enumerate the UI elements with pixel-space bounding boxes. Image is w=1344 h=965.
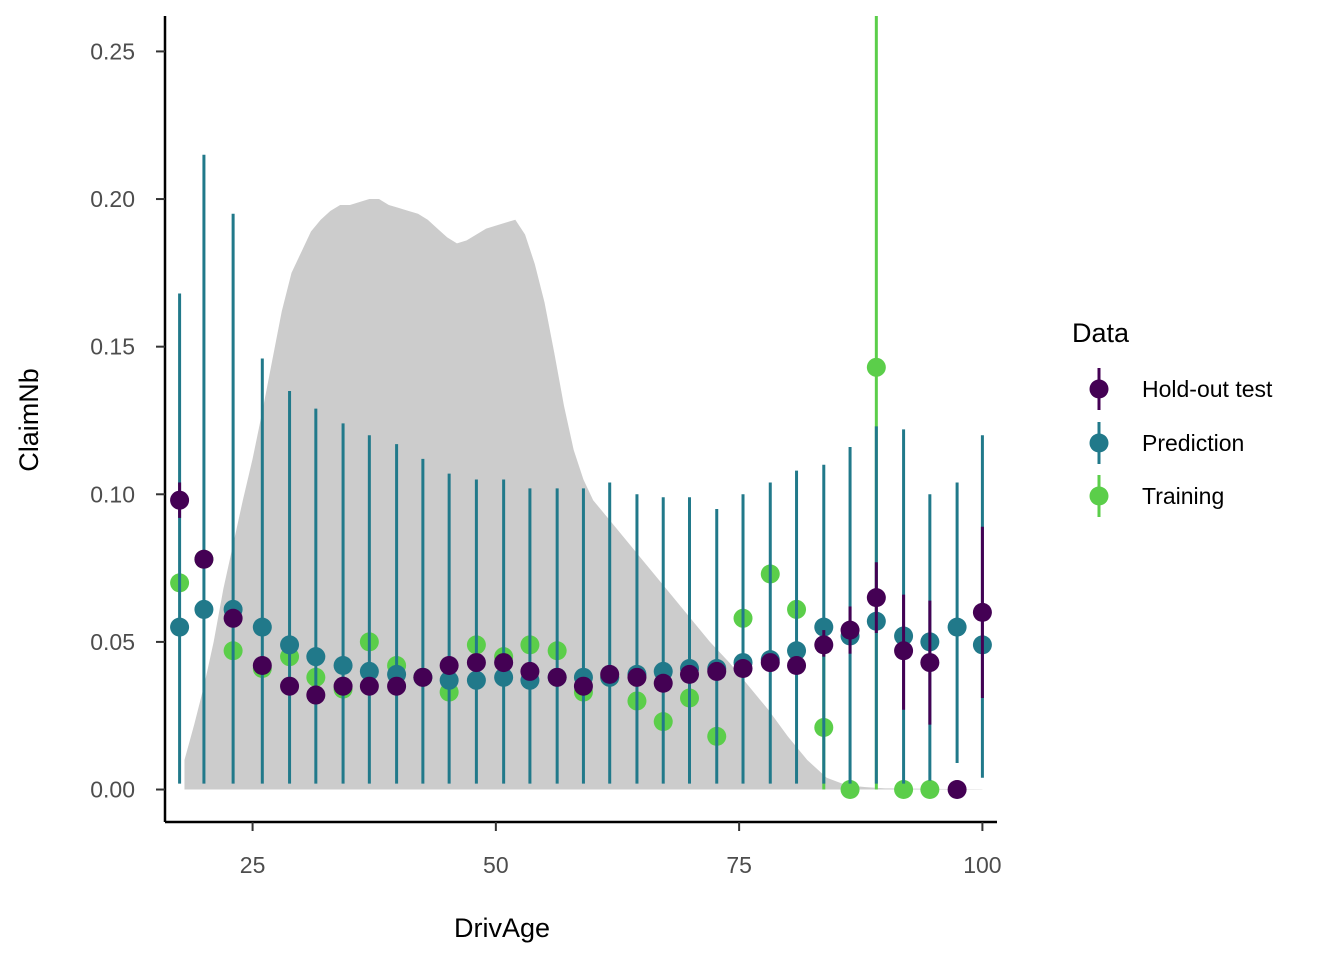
point-hold-out-test bbox=[223, 608, 243, 628]
point-hold-out-test bbox=[387, 676, 407, 696]
point-hold-out-test bbox=[707, 661, 727, 681]
point-hold-out-test bbox=[627, 667, 647, 687]
point-hold-out-test bbox=[814, 635, 834, 655]
point-prediction bbox=[787, 641, 807, 661]
point-training bbox=[840, 780, 860, 800]
legend-key-point-prediction bbox=[1089, 433, 1109, 453]
x-tick-label: 100 bbox=[963, 852, 1001, 878]
x-axis-title: DrivAge bbox=[454, 913, 550, 943]
point-prediction bbox=[306, 647, 326, 667]
point-hold-out-test bbox=[733, 658, 753, 678]
point-hold-out-test bbox=[653, 673, 673, 693]
legend-title: Data bbox=[1072, 318, 1130, 348]
point-training bbox=[894, 780, 914, 800]
point-hold-out-test bbox=[466, 653, 486, 673]
legend-label-training: Training bbox=[1142, 483, 1224, 509]
series-hold-out-test bbox=[170, 482, 992, 800]
y-tick-label: 0.15 bbox=[90, 334, 135, 360]
point-hold-out-test bbox=[972, 602, 992, 622]
point-hold-out-test bbox=[333, 676, 353, 696]
point-hold-out-test bbox=[252, 656, 272, 676]
y-tick-label: 0.10 bbox=[90, 481, 135, 507]
legend-key-point-hold-out-test bbox=[1089, 379, 1109, 399]
point-hold-out-test bbox=[547, 667, 567, 687]
point-hold-out-test bbox=[840, 620, 860, 640]
legend-label-hold-out-test: Hold-out test bbox=[1142, 376, 1273, 402]
point-hold-out-test bbox=[920, 653, 940, 673]
legend-key-point-training bbox=[1089, 486, 1109, 506]
point-hold-out-test bbox=[760, 653, 780, 673]
point-hold-out-test bbox=[787, 656, 807, 676]
point-prediction bbox=[947, 617, 967, 637]
y-tick-label: 0.20 bbox=[90, 186, 135, 212]
legend-label-prediction: Prediction bbox=[1142, 430, 1244, 456]
y-tick-label: 0.05 bbox=[90, 629, 135, 655]
point-hold-out-test bbox=[280, 676, 300, 696]
point-hold-out-test bbox=[194, 549, 214, 569]
point-hold-out-test bbox=[600, 664, 620, 684]
x-tick-label: 50 bbox=[483, 852, 509, 878]
point-hold-out-test bbox=[359, 676, 379, 696]
point-hold-out-test bbox=[573, 676, 593, 696]
series-layer bbox=[170, 16, 992, 800]
y-axis-title: ClaimNb bbox=[14, 368, 44, 472]
point-prediction bbox=[333, 656, 353, 676]
point-hold-out-test bbox=[894, 641, 914, 661]
point-training bbox=[920, 780, 940, 800]
x-tick-label: 75 bbox=[726, 852, 752, 878]
legend: Data Hold-out test Prediction Training bbox=[1072, 318, 1273, 517]
point-prediction bbox=[170, 617, 190, 637]
point-prediction bbox=[194, 599, 214, 619]
point-hold-out-test bbox=[306, 685, 326, 705]
point-prediction bbox=[252, 617, 272, 637]
point-prediction bbox=[466, 670, 486, 690]
point-hold-out-test bbox=[494, 653, 514, 673]
point-hold-out-test bbox=[866, 588, 886, 608]
y-tick-label: 0.00 bbox=[90, 777, 135, 803]
point-hold-out-test bbox=[413, 667, 433, 687]
point-hold-out-test bbox=[947, 780, 967, 800]
point-prediction bbox=[494, 667, 514, 687]
point-prediction bbox=[439, 670, 459, 690]
x-tick-label: 25 bbox=[240, 852, 266, 878]
point-prediction bbox=[280, 635, 300, 655]
point-prediction bbox=[359, 661, 379, 681]
point-prediction bbox=[814, 617, 834, 637]
point-hold-out-test bbox=[170, 490, 190, 510]
axes-layer: 0.00 0.05 0.10 0.15 0.20 0.25 25 50 75 100 bbox=[90, 16, 1002, 878]
point-training bbox=[866, 357, 886, 377]
point-hold-out-test bbox=[680, 664, 700, 684]
y-tick-label: 0.25 bbox=[90, 38, 135, 64]
point-hold-out-test bbox=[439, 656, 459, 676]
point-hold-out-test bbox=[520, 661, 540, 681]
